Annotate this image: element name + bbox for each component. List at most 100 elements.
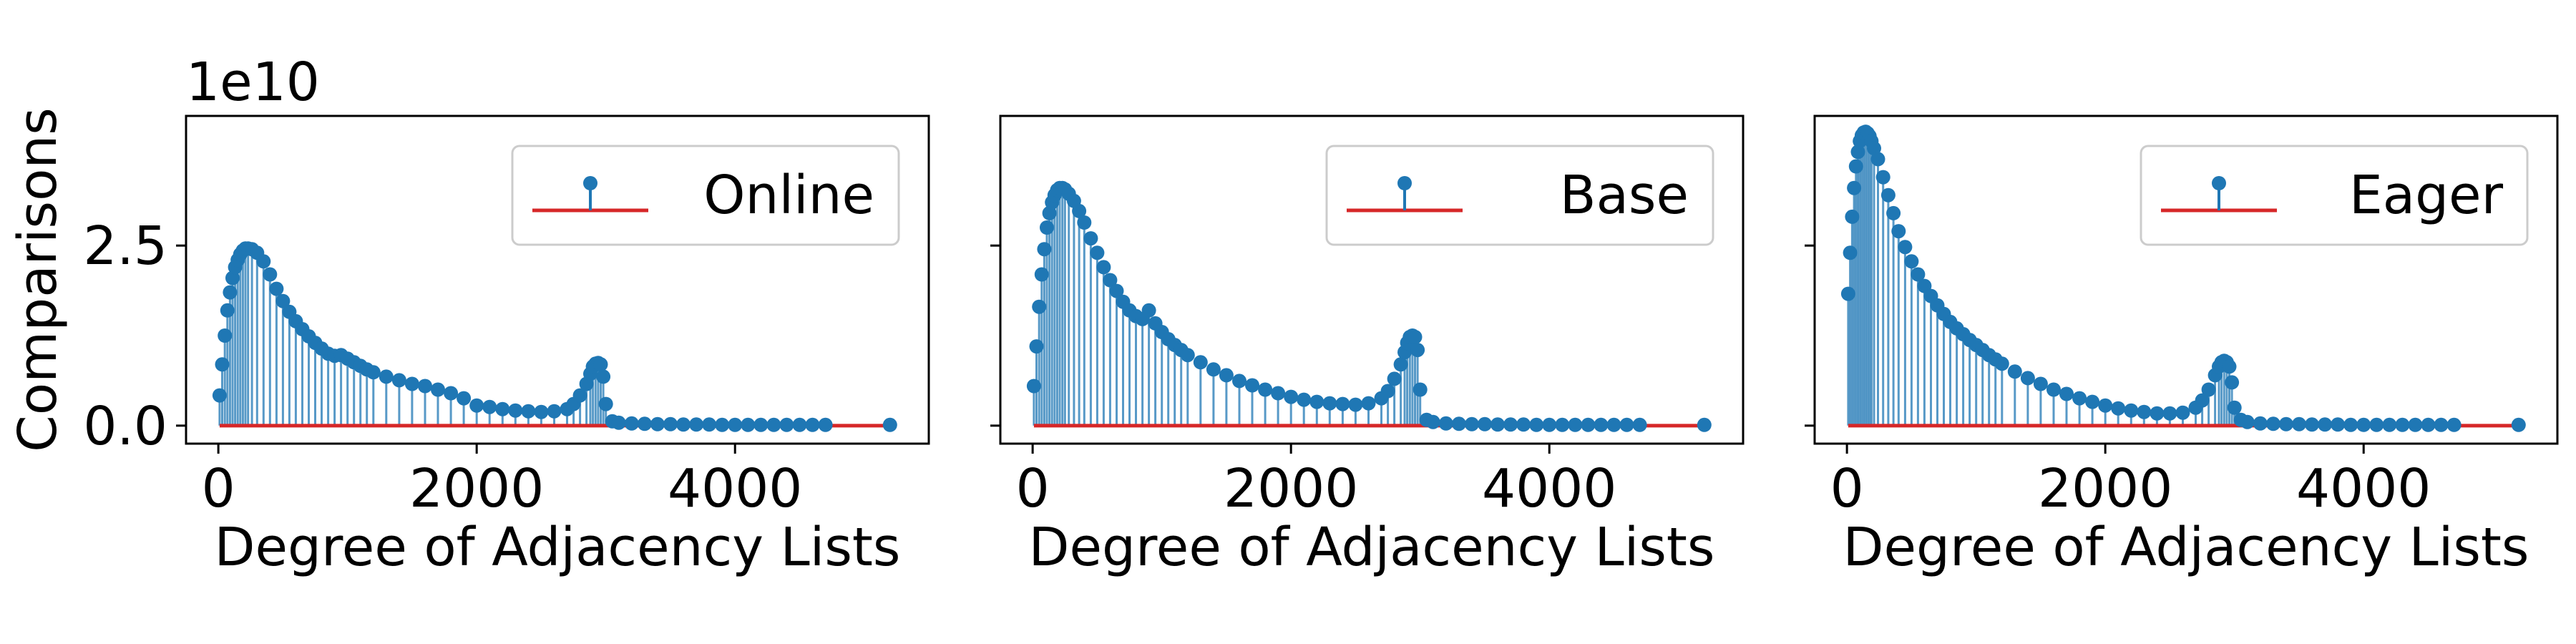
plot-area bbox=[212, 241, 897, 432]
data-point bbox=[2007, 364, 2022, 379]
data-point bbox=[1867, 141, 1881, 156]
data-point bbox=[444, 386, 459, 401]
data-point bbox=[2175, 405, 2190, 420]
x-axis-label: Degree of Adjacency Lists bbox=[1029, 517, 1715, 578]
legend-label: Online bbox=[703, 165, 874, 226]
data-point bbox=[1529, 417, 1544, 432]
data-point bbox=[596, 369, 611, 384]
data-point bbox=[2240, 414, 2255, 429]
data-point bbox=[1478, 416, 1492, 431]
data-point bbox=[2292, 416, 2306, 431]
data-point bbox=[366, 365, 381, 380]
data-point bbox=[1594, 417, 1609, 432]
data-point bbox=[715, 417, 730, 432]
stem-lines bbox=[1847, 132, 2520, 426]
legend-label: Eager bbox=[2349, 165, 2504, 226]
data-point bbox=[379, 369, 394, 384]
data-point bbox=[1911, 267, 1926, 282]
data-point bbox=[1870, 152, 1885, 167]
data-point bbox=[1072, 203, 1087, 218]
data-point bbox=[2331, 417, 2346, 432]
data-point bbox=[1904, 254, 1919, 269]
data-point bbox=[1503, 417, 1518, 432]
data-point bbox=[534, 404, 549, 419]
data-point bbox=[1840, 286, 1855, 301]
data-point bbox=[212, 388, 227, 403]
data-point bbox=[1438, 416, 1453, 431]
data-point bbox=[1090, 245, 1105, 260]
data-point bbox=[2278, 416, 2293, 431]
x-tick-label: 0 bbox=[1016, 458, 1050, 519]
data-point bbox=[1581, 417, 1596, 432]
data-point bbox=[2421, 417, 2436, 432]
data-point bbox=[2318, 417, 2333, 432]
y-offset-label: 1e10 bbox=[186, 52, 320, 113]
stem-markers bbox=[212, 241, 897, 432]
data-point bbox=[1361, 396, 1376, 411]
x-axis-label: Degree of Adjacency Lists bbox=[215, 517, 901, 578]
data-point bbox=[1875, 170, 1890, 185]
data-point bbox=[1083, 231, 1098, 246]
data-point bbox=[2085, 394, 2100, 409]
data-point bbox=[1032, 299, 1047, 314]
data-point bbox=[1413, 382, 1428, 397]
legend: Online bbox=[511, 145, 900, 246]
data-point bbox=[728, 417, 743, 432]
data-point bbox=[508, 403, 523, 418]
data-point bbox=[572, 388, 587, 403]
stem-lines bbox=[1033, 187, 1706, 426]
data-point bbox=[2150, 406, 2165, 421]
data-point bbox=[418, 379, 432, 394]
x-tick-label: 2000 bbox=[409, 458, 544, 519]
data-point bbox=[611, 415, 626, 430]
data-point bbox=[2265, 416, 2280, 431]
data-point bbox=[263, 267, 278, 282]
data-point bbox=[223, 285, 238, 300]
data-point bbox=[2111, 401, 2126, 416]
data-point bbox=[1555, 417, 1570, 432]
x-tick-label: 4000 bbox=[668, 458, 802, 519]
data-point bbox=[1880, 187, 1896, 203]
legend-box bbox=[1325, 145, 1714, 246]
data-point bbox=[1410, 343, 1425, 358]
data-point bbox=[1219, 368, 1234, 383]
chart-panel-1: 0 2000 4000 0.0 2.5 Degree of Adjacency Lists… bbox=[7, 52, 930, 578]
data-point bbox=[593, 357, 608, 372]
y-tick-label: 0.0 bbox=[83, 396, 167, 457]
data-point bbox=[225, 270, 240, 286]
data-point bbox=[1542, 417, 1557, 432]
data-point bbox=[457, 391, 472, 406]
data-point bbox=[2369, 417, 2384, 432]
data-point bbox=[391, 373, 406, 388]
data-point bbox=[220, 303, 235, 318]
data-point bbox=[2020, 371, 2035, 386]
data-point bbox=[1034, 267, 1049, 282]
data-point bbox=[482, 399, 497, 414]
data-point bbox=[2343, 417, 2358, 432]
y-axis-label: Comparisons bbox=[7, 107, 69, 452]
data-point bbox=[1271, 386, 1286, 401]
data-point bbox=[818, 417, 833, 432]
data-point bbox=[1886, 205, 1901, 220]
x-tick-label: 0 bbox=[1830, 458, 1864, 519]
data-point bbox=[1407, 330, 1423, 344]
legend-marker-swatch bbox=[583, 176, 597, 190]
stem-markers bbox=[1026, 180, 1712, 432]
data-point bbox=[2162, 406, 2177, 421]
data-point bbox=[2511, 417, 2526, 432]
data-point bbox=[1245, 378, 1259, 393]
data-point bbox=[1077, 215, 1092, 230]
data-point bbox=[2253, 416, 2268, 431]
data-point bbox=[1994, 356, 2009, 371]
data-point bbox=[2434, 417, 2449, 432]
data-point bbox=[779, 417, 794, 432]
data-point bbox=[1606, 417, 1621, 432]
data-point bbox=[1843, 245, 1858, 260]
x-tick-label: 4000 bbox=[2296, 458, 2431, 519]
data-point bbox=[218, 328, 233, 343]
data-point bbox=[676, 417, 691, 432]
x-axis-label: Degree of Adjacency Lists bbox=[1843, 517, 2529, 578]
data-point bbox=[1026, 379, 1041, 394]
